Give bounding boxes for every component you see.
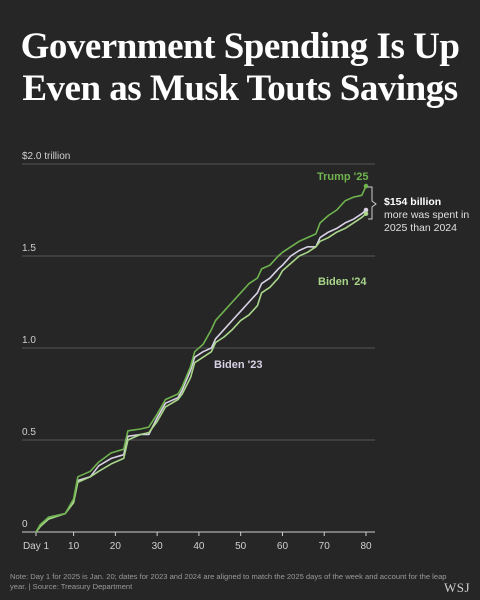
annotation-line-3: 2025 than 2024 — [384, 222, 457, 234]
x-tick-label-3: 30 — [152, 541, 164, 552]
x-tick-label-7: 70 — [319, 541, 331, 552]
x-tick-label-1: 10 — [68, 541, 80, 552]
x-tick-label-6: 60 — [277, 541, 289, 552]
series-line-2 — [35, 185, 367, 533]
annotation: $154 billion more was spent in 2025 than… — [368, 186, 469, 234]
chart-note: Note: Day 1 for 2025 is Jan. 20; dates f… — [10, 572, 447, 591]
series-label-2: Biden '23 — [214, 359, 262, 371]
y-tick-label-4: $2.0 trillion — [22, 151, 70, 162]
y-tick-label-0: 0 — [22, 519, 28, 530]
series-layer — [35, 183, 369, 533]
x-tick-label-2: 20 — [110, 541, 122, 552]
series-label-0: Trump '25 — [317, 171, 369, 183]
annotation-bracket — [368, 186, 377, 220]
x-tick-label-5: 50 — [235, 541, 247, 552]
axis-layer: 0 0.5 1.0 1.5 $2.0 trillion Day 1 10 20 30 40 50 60… — [22, 151, 372, 552]
chart-title: Government Spending Is Up Even as Musk T… — [0, 26, 480, 110]
y-tick-label-3: 1.5 — [22, 243, 36, 254]
x-tick-label-0: Day 1 — [23, 541, 50, 552]
title-line-2: Even as Musk Touts Savings — [22, 68, 458, 109]
y-tick-label-1: 0.5 — [22, 427, 36, 438]
series-end-dot-0 — [363, 207, 369, 213]
series-end-dot-1 — [363, 211, 369, 216]
series-label-layer: Trump '25 Biden '24 Biden '23 — [214, 171, 369, 371]
line-chart: 0 0.5 1.0 1.5 $2.0 trillion Day 1 10 20 30 40 50 60… — [22, 151, 469, 552]
series-label-1: Biden '24 — [318, 276, 367, 288]
annotation-bold: $154 billion — [384, 196, 441, 208]
y-tick-label-2: 1.0 — [22, 335, 36, 346]
x-tick-label-4: 40 — [193, 541, 205, 552]
annotation-line-2: more was spent in — [384, 209, 469, 221]
x-tick-label-8: 80 — [360, 541, 372, 552]
title-line-1: Government Spending Is Up — [20, 26, 460, 67]
series-line-0 — [35, 209, 367, 533]
series-line-1 — [35, 213, 367, 533]
series-end-dot-2 — [363, 183, 369, 189]
wsj-logo: WSJ — [443, 580, 470, 595]
